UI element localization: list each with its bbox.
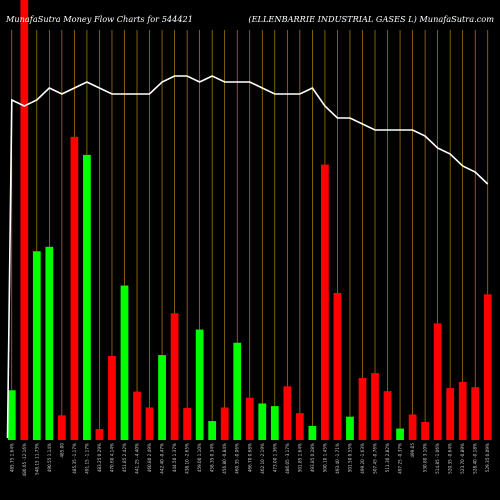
x-tick-label: 442.40 -0.47% bbox=[160, 443, 165, 474]
bar bbox=[45, 246, 54, 440]
x-tick-label: 490.55 1.14% bbox=[47, 443, 52, 472]
bar bbox=[7, 390, 16, 440]
x-axis-labels: 485.75 1.64% 480.65 -12.16% 548.15 11.73% 4… bbox=[9, 443, 490, 477]
x-tick-label: 483.25 0.29% bbox=[97, 443, 102, 472]
x-tick-label: 511.30 2.82% bbox=[385, 443, 390, 472]
x-tick-label: 456.80 -0.84% bbox=[222, 443, 227, 474]
x-tick-label: 441.25 -4.40% bbox=[135, 443, 140, 474]
x-tick-label: 451.85 2.42% bbox=[122, 443, 127, 472]
bar bbox=[408, 414, 417, 440]
x-tick-label: 500.10 1.45% bbox=[322, 443, 327, 472]
bar bbox=[270, 406, 279, 440]
bar bbox=[95, 429, 104, 440]
header-left-title: MunafaSutra Money Flow Charts for 544421 bbox=[5, 14, 193, 24]
bar bbox=[83, 154, 91, 440]
bar bbox=[208, 421, 217, 440]
bar bbox=[396, 428, 404, 440]
x-tick-label: 460.80 2.49% bbox=[147, 443, 152, 472]
x-tick-label: 480.65 -12.16% bbox=[22, 443, 27, 476]
bar bbox=[145, 407, 154, 440]
bar bbox=[158, 355, 166, 440]
bar bbox=[383, 391, 392, 440]
bar bbox=[433, 323, 442, 440]
bar bbox=[57, 415, 66, 440]
x-tick-label: 497.25 -0.37% bbox=[398, 443, 403, 474]
volume-bars bbox=[7, 0, 492, 440]
x-tick-label: 493.40 -1.71% bbox=[335, 443, 340, 474]
x-tick-label: 444.50 1.37% bbox=[172, 443, 177, 472]
x-tick-label: 548.15 11.73% bbox=[34, 443, 39, 475]
x-tick-label: 458.35 0.34% bbox=[210, 443, 215, 472]
bar bbox=[108, 355, 116, 440]
bar bbox=[183, 407, 192, 440]
x-tick-label: 501.50 0.55% bbox=[347, 443, 352, 472]
bar bbox=[321, 164, 329, 440]
bar bbox=[120, 285, 129, 440]
x-tick-label: 528.40 -0.18% bbox=[473, 443, 478, 474]
bar bbox=[446, 388, 455, 440]
bar bbox=[233, 342, 242, 440]
bar bbox=[220, 407, 229, 440]
x-tick-label: 485.00 bbox=[59, 443, 64, 458]
x-tick-label: 485.35 -1.17% bbox=[72, 443, 77, 474]
x-tick-label: 462.10 -2.19% bbox=[260, 443, 265, 474]
bar bbox=[295, 413, 304, 440]
x-tick-label: 491.15 -1.17% bbox=[84, 443, 89, 474]
bar bbox=[458, 381, 467, 440]
x-tick-label: 523.70 -0.89% bbox=[460, 443, 465, 474]
bar bbox=[346, 416, 354, 440]
bar bbox=[133, 391, 141, 440]
bar bbox=[20, 0, 29, 440]
x-tick-label: 438.10 -2.65% bbox=[185, 443, 190, 474]
x-tick-label: 485.75 1.64% bbox=[9, 443, 14, 472]
bar bbox=[258, 403, 267, 440]
x-tick-label: 459.00 1.10% bbox=[197, 443, 202, 472]
bar bbox=[283, 386, 292, 440]
bar bbox=[483, 294, 492, 440]
x-tick-label: 501.85 1.64% bbox=[297, 443, 302, 472]
x-tick-label: 499.05 bbox=[410, 443, 415, 458]
bar bbox=[195, 329, 204, 440]
x-tick-label: 499.20 -1.63% bbox=[360, 443, 365, 474]
price-line bbox=[6, 75, 489, 439]
x-tick-label: 493.85 0.28% bbox=[310, 443, 315, 472]
bar bbox=[421, 421, 429, 440]
x-tick-label: 473.00 1.36% bbox=[272, 443, 277, 472]
bar bbox=[308, 425, 317, 440]
bar bbox=[70, 136, 79, 440]
bar bbox=[371, 373, 379, 440]
x-tick-label: 486.05 -3.17% bbox=[285, 443, 290, 474]
bar bbox=[471, 387, 480, 440]
bar bbox=[358, 377, 367, 440]
bar bbox=[170, 313, 179, 440]
header-right-title: (ELLENBARRIE INDUSTRIAL GASES L) MunafaS… bbox=[248, 14, 494, 24]
x-tick-label: 460.35 -0.06% bbox=[235, 443, 240, 474]
x-tick-label: 466.70 0.68% bbox=[247, 443, 252, 472]
bar bbox=[245, 397, 254, 440]
x-tick-label: 470.60 4.14% bbox=[109, 443, 114, 472]
x-tick-label: 507.45 -0.76% bbox=[373, 443, 378, 474]
bar bbox=[333, 293, 342, 440]
bar bbox=[32, 251, 41, 440]
x-tick-label: 529.35 0.09% bbox=[485, 443, 490, 472]
x-tick-label: 520.35 -0.64% bbox=[448, 443, 453, 474]
x-tick-label: 530.80 3.10% bbox=[423, 443, 428, 472]
x-tick-label: 514.85 -1.06% bbox=[435, 443, 440, 474]
